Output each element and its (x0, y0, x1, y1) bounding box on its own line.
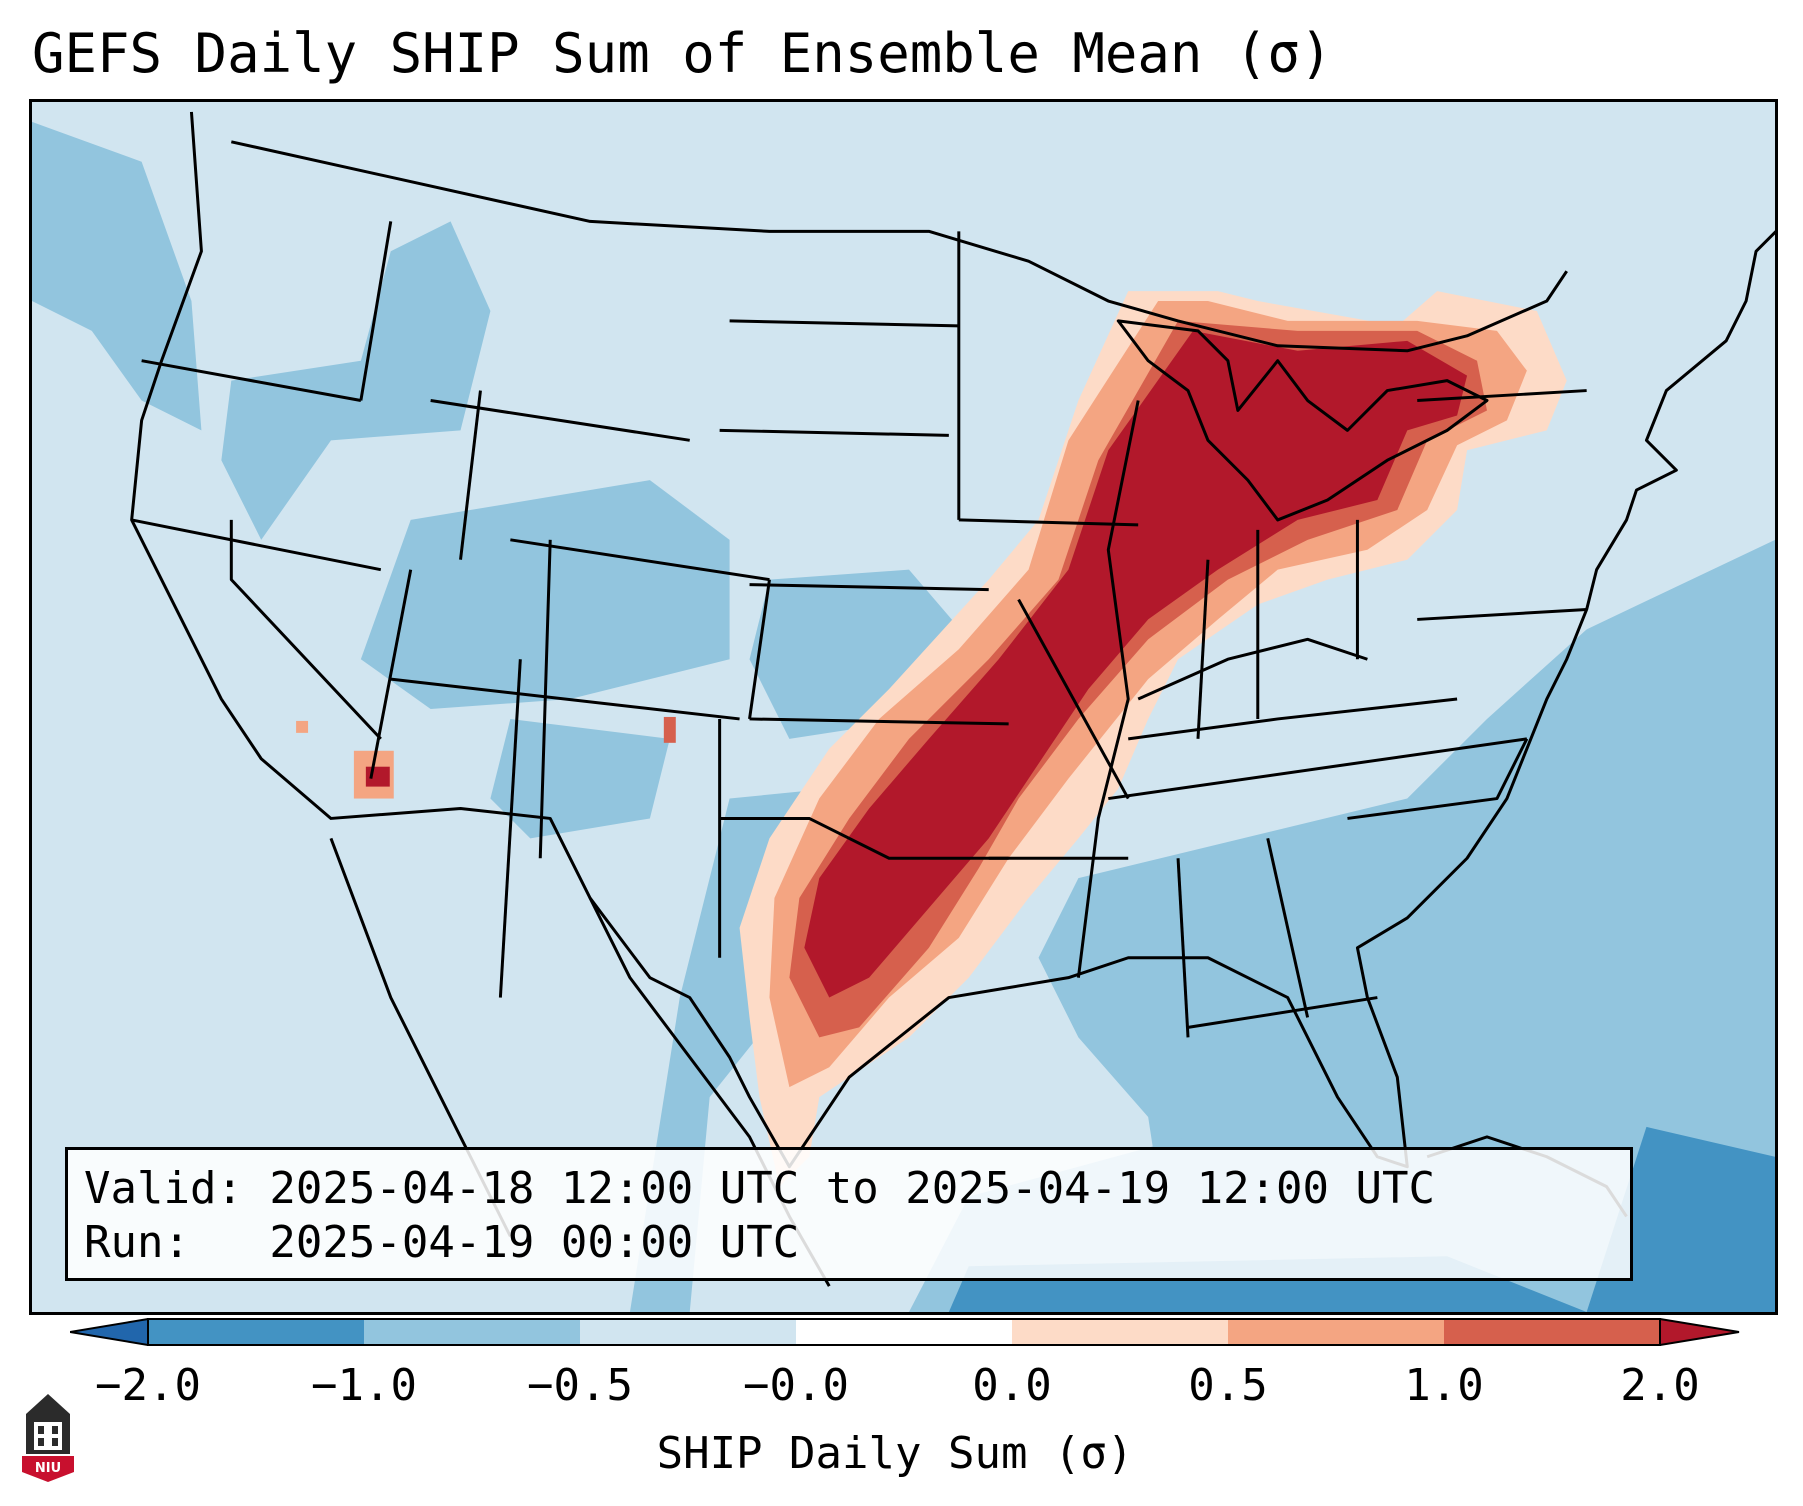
rockies-negative-zone (360, 480, 730, 709)
valid-time-text: Valid: 2025-04-18 12:00 UTC to 2025-04-1… (84, 1163, 1436, 1214)
caribbean-strong-negative-zone (1586, 1126, 1775, 1312)
state-line-idaho (359, 221, 393, 401)
great-basin-negative-zone (221, 221, 491, 540)
colorbar-tick-label: 0.5 (1188, 1360, 1268, 1411)
state-line-colorado-east (748, 579, 771, 720)
colorbar-tick-label: 1.0 (1404, 1360, 1484, 1411)
anomaly-shading (32, 102, 1775, 1312)
state-line-nevada-east (369, 569, 413, 779)
colorbar-label: SHIP Daily Sum (σ) (656, 1428, 1134, 1479)
state-line-pennsylvania-north (1417, 389, 1587, 403)
us-outline (130, 111, 1775, 1169)
state-line-four-corners (390, 677, 740, 721)
state-line-dakotas (729, 319, 959, 328)
four-corners-negative-zone (490, 718, 670, 839)
arizona-positive-pixel-core (365, 766, 390, 787)
run-time-text: Run: 2025-04-19 00:00 UTC (84, 1217, 800, 1268)
map-title: GEFS Daily SHIP Sum of Ensemble Mean (σ) (32, 22, 1333, 85)
state-line-nebraska-north (719, 428, 949, 437)
state-line-oregon-california (131, 518, 382, 572)
colorbar-tick-label: −0.0 (743, 1360, 849, 1411)
colorbar-bin-1 (148, 1319, 364, 1345)
state-line-florida (1187, 996, 1378, 1029)
logo-text: NIU (35, 1461, 61, 1476)
state-line-tennessee (1108, 737, 1528, 801)
canada-border (230, 140, 1568, 353)
state-line-ohio-river (1137, 637, 1368, 701)
southeast-negative-zone (1038, 539, 1775, 1312)
state-line-iowa-south (958, 518, 1139, 527)
colorbar (70, 1318, 1740, 1346)
colorbar-tick-label: 2.0 (1620, 1360, 1700, 1411)
state-line-mississippi-river (1076, 400, 1140, 978)
state-line-montana-wyoming (430, 399, 690, 442)
state-line-kentucky (1128, 697, 1458, 741)
positive-corridor-extreme (804, 330, 1468, 998)
niu-logo-icon: NIU (22, 1394, 74, 1482)
map-panel (29, 99, 1778, 1315)
colorbar-frame (147, 1318, 1661, 1346)
ship-anomaly-map (32, 102, 1775, 1312)
colorbar-bin-6 (1444, 1319, 1660, 1345)
state-line-nevada-west (229, 519, 382, 740)
nevada-positive-pixel (296, 720, 309, 733)
logo-shield (22, 1456, 74, 1482)
colorbar-bin-5 (1228, 1319, 1444, 1345)
state-line-pennsylvania-south (1417, 607, 1587, 621)
state-line-kansas-south (749, 717, 1009, 726)
state-line-missouri-east (1017, 598, 1130, 800)
pacific-northwest-negative-zone (32, 121, 202, 431)
great-lakes-outline (1116, 319, 1489, 522)
colorbar-tick-label: −0.5 (527, 1360, 633, 1411)
colorbar-tick-label: −1.0 (311, 1360, 417, 1411)
state-line-washington-oregon (141, 359, 362, 402)
colorbar-bin-3 (580, 1319, 796, 1345)
new-mexico-positive-pixel (663, 716, 676, 743)
political-boundaries (130, 111, 1775, 1287)
colorbar-tick-label: −2.0 (95, 1360, 201, 1411)
colorbar-under-arrow (70, 1318, 149, 1346)
state-line-utah-colorado (538, 539, 552, 859)
state-line-wyoming (459, 390, 482, 560)
state-line-alabama (1176, 858, 1190, 1038)
state-line-nebraska-south (749, 583, 989, 592)
state-line-carolinas (1347, 738, 1529, 820)
colorbar-tick-label: 0.0 (972, 1360, 1052, 1411)
validity-info-box: Valid: 2025-04-18 12:00 UTC to 2025-04-1… (65, 1147, 1633, 1281)
state-line-georgia (1266, 838, 1310, 1018)
colorbar-over-arrow (1659, 1318, 1740, 1346)
colorbar-bin-4 (1012, 1319, 1228, 1345)
state-line-oklahoma-south (719, 816, 1009, 860)
state-line-arizona-newmexico (498, 659, 522, 998)
state-line-indiana-west (1196, 559, 1210, 739)
state-line-colorado-north (510, 538, 770, 582)
colorbar-bin-2 (364, 1319, 580, 1345)
